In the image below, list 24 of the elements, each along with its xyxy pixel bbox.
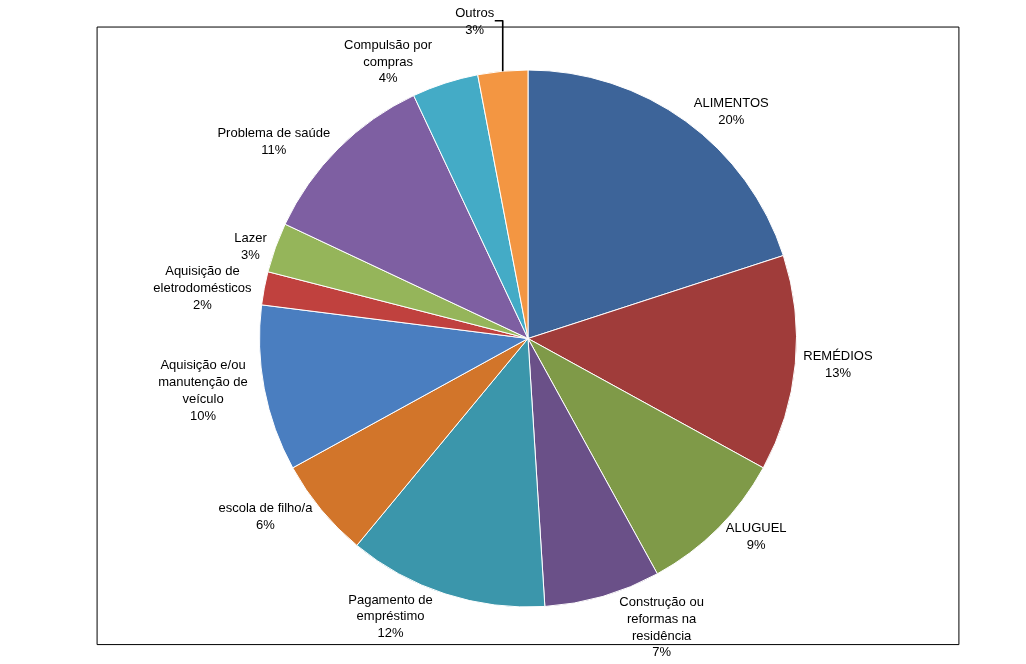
- slice-label: ALUGUEL: [725, 520, 787, 536]
- data-label: 3%: [465, 21, 485, 37]
- data-label: 12%: [377, 625, 404, 641]
- data-label: 6%: [256, 517, 276, 533]
- slice-label: REMÉDIOS: [803, 347, 873, 363]
- slice-label: Pagamento de empréstimo: [348, 591, 433, 624]
- slice-label: ALIMENTOS: [693, 94, 770, 110]
- data-label: 13%: [824, 364, 852, 380]
- slice-label: Outros: [455, 4, 495, 20]
- slice-label: Lazer: [234, 229, 268, 245]
- data-label: 9%: [746, 537, 767, 553]
- slice-label: Aquisição e/ou manutenção de veículo: [158, 357, 248, 406]
- slice-label: Construção ou reformas na residência: [619, 593, 704, 643]
- data-label: 2%: [193, 296, 213, 312]
- slice-label: Problema de saúde: [217, 124, 331, 140]
- data-label: 10%: [190, 407, 217, 423]
- data-label: 4%: [378, 70, 398, 86]
- data-label: 7%: [652, 644, 672, 660]
- data-label: 3%: [241, 246, 261, 262]
- data-label: 11%: [261, 141, 287, 157]
- slice-label: Aquisição de eletrodomésticos: [153, 262, 253, 295]
- slice-label: Compulsão por compras: [344, 36, 433, 69]
- slice-label: escola de filho/a: [218, 500, 314, 516]
- data-label: 20%: [718, 111, 745, 127]
